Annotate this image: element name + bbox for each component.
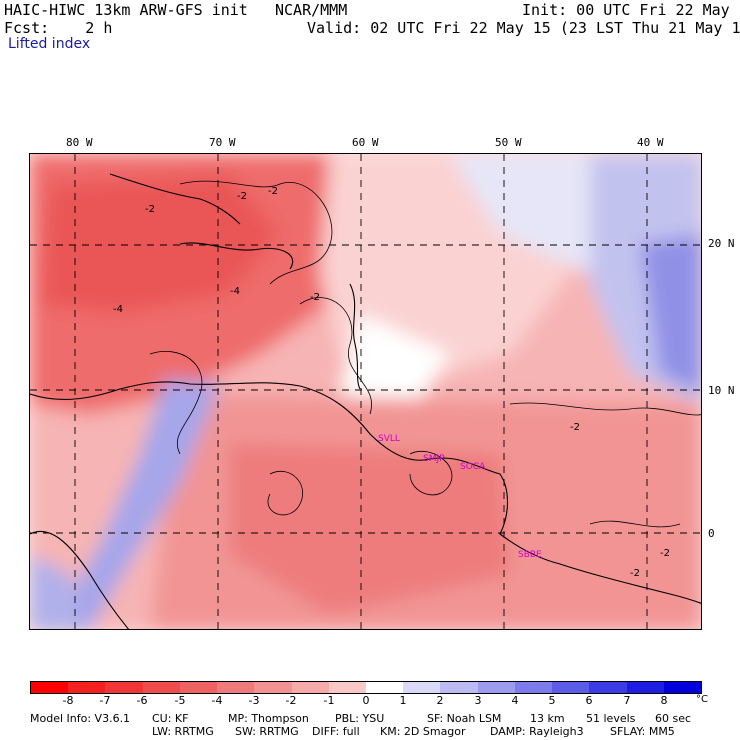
contour-label: -2 xyxy=(237,191,247,202)
colorbar-tick: 1 xyxy=(399,694,407,707)
field-name: Lifted index xyxy=(8,36,91,52)
colorbar-swatch xyxy=(142,682,180,693)
station-soca: SOCA xyxy=(460,462,486,472)
colorbar-tick: 4 xyxy=(511,694,519,707)
cumulus-scheme: CU: KF xyxy=(152,712,189,725)
lon-label-40w: 40 W xyxy=(637,136,664,149)
contour-lines xyxy=(149,180,701,528)
colorbar-tick: -2 xyxy=(285,694,297,707)
coastlines xyxy=(30,173,701,629)
lon-label-60w: 60 W xyxy=(352,136,379,149)
microphysics-scheme: MP: Thompson xyxy=(228,712,309,725)
colorbar-tick: 2 xyxy=(436,694,444,707)
colorbar-tick: 5 xyxy=(548,694,556,707)
surface-layer-scheme: SFLAY: MM5 xyxy=(610,725,675,738)
lat-label-equator: 0 xyxy=(708,527,715,540)
colorbar-tick: 3 xyxy=(474,694,482,707)
colorbar-swatch xyxy=(440,682,478,693)
colorbar-swatch xyxy=(328,682,366,693)
init-time: Init: 00 UTC Fri 22 May 15 xyxy=(522,1,740,19)
contour-label: -4 xyxy=(230,286,240,297)
model-title: HAIC-HIWC 13km ARW-GFS init xyxy=(4,1,248,19)
model-info: Model Info: V3.6.1 xyxy=(30,712,131,725)
grid-spacing: 13 km xyxy=(530,712,565,725)
km-option: KM: 2D Smagor xyxy=(380,725,466,738)
colorbar-tick: -7 xyxy=(99,694,111,707)
colorbar-tick: 7 xyxy=(623,694,631,707)
contour-label: -2 xyxy=(570,422,580,433)
colorbar-swatch xyxy=(217,682,255,693)
lat-label-10n: 10 N xyxy=(708,384,735,397)
contour-label: -2 xyxy=(145,204,155,215)
colorbar-swatch xyxy=(552,682,590,693)
colorbar-tick: -3 xyxy=(248,694,260,707)
station-smjp: SMJP xyxy=(423,454,445,464)
shortwave-scheme: SW: RRTMG xyxy=(235,725,299,738)
contour-label: -2 xyxy=(268,186,278,197)
lat-label-20n: 20 N xyxy=(708,237,735,250)
station-sbbe: SBBE xyxy=(518,550,542,560)
colorbar-tick: -4 xyxy=(211,694,223,707)
colorbar-swatch xyxy=(589,682,627,693)
valid-time: Valid: 02 UTC Fri 22 May 15 (23 LST Thu … xyxy=(307,19,740,37)
colorbar-tick: -6 xyxy=(136,694,148,707)
colorbar-swatch xyxy=(477,682,515,693)
lifted-index-map: -2 -2 -2 -2 -2 -2 -4 -4 -2 SVLL SMJP SOC… xyxy=(29,153,702,630)
colorbar-swatch xyxy=(68,682,106,693)
lon-label-70w: 70 W xyxy=(209,136,236,149)
damping-option: DAMP: Rayleigh3 xyxy=(490,725,584,738)
colorbar-swatch xyxy=(403,682,441,693)
colorbar-tick: 6 xyxy=(585,694,593,707)
longwave-scheme: LW: RRTMG xyxy=(152,725,214,738)
time-step: 60 sec xyxy=(655,712,692,725)
colorbar-swatch xyxy=(626,682,664,693)
contour-label: -4 xyxy=(113,304,123,315)
lifted-index-field xyxy=(30,154,701,629)
lat-lon-grid xyxy=(30,154,701,629)
colorbar-swatch xyxy=(254,682,292,693)
colorbar-swatch xyxy=(514,682,553,693)
colorbar-tick: 0 xyxy=(362,694,370,707)
pbl-scheme: PBL: YSU xyxy=(335,712,385,725)
forecast-hour: Fcst: 2 h xyxy=(4,19,113,37)
colorbar xyxy=(30,681,702,694)
colorbar-swatch xyxy=(663,682,701,693)
vertical-levels: 51 levels xyxy=(586,712,636,725)
colorbar-swatch xyxy=(31,682,69,693)
contour-label: -2 xyxy=(310,292,320,303)
lon-label-80w: 80 W xyxy=(66,136,93,149)
surface-scheme: SF: Noah LSM xyxy=(427,712,502,725)
contour-label: -2 xyxy=(660,548,670,559)
colorbar-swatch xyxy=(291,682,329,693)
colorbar-swatch xyxy=(365,682,404,693)
colorbar-tick: -8 xyxy=(62,694,74,707)
colorbar-swatch xyxy=(105,682,143,693)
station-svll: SVLL xyxy=(378,434,400,444)
colorbar-unit: °C xyxy=(696,694,708,705)
colorbar-tick: -5 xyxy=(174,694,186,707)
contour-label: -2 xyxy=(630,568,640,579)
colorbar-swatch xyxy=(179,682,218,693)
colorbar-tick: 8 xyxy=(660,694,668,707)
map-canvas: -2 -2 -2 -2 -2 -2 -4 -4 -2 SVLL SMJP SOC… xyxy=(30,154,701,629)
diffusion-option: DIFF: full xyxy=(312,725,360,738)
lon-label-50w: 50 W xyxy=(495,136,522,149)
colorbar-tick: -1 xyxy=(323,694,335,707)
organization-label: NCAR/MMM xyxy=(275,1,348,19)
